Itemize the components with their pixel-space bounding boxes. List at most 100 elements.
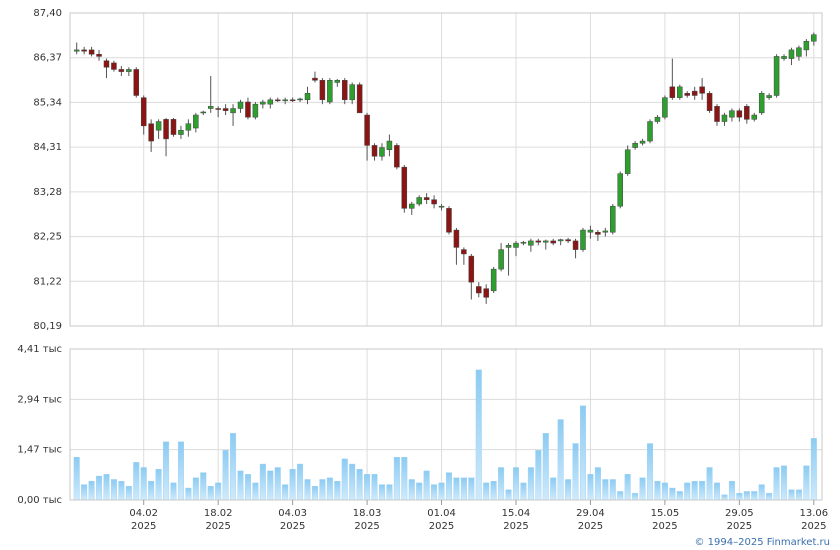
- volume-bar: [423, 470, 430, 501]
- price-frame: [69, 12, 823, 327]
- volume-bar: [483, 482, 490, 501]
- candle-body: [468, 255, 475, 283]
- volume-bar: [311, 486, 318, 501]
- volume-bar: [445, 472, 452, 501]
- x-tick-label: 04.03 2025: [278, 508, 307, 532]
- candle-body: [111, 62, 117, 70]
- candle-body: [483, 288, 489, 298]
- volume-bar: [215, 482, 222, 501]
- candle-body: [215, 108, 221, 110]
- candle-body: [282, 99, 288, 102]
- volume-bar: [751, 491, 758, 501]
- grid-layer: [70, 12, 822, 501]
- candle-body: [148, 123, 154, 142]
- candle-body: [446, 208, 452, 233]
- volume-bar: [177, 441, 184, 501]
- candle-body: [461, 249, 467, 255]
- candle-body: [319, 80, 326, 101]
- volume-bar: [371, 474, 378, 501]
- volume-bar: [88, 480, 95, 501]
- volume-bar: [319, 479, 326, 501]
- candle-body: [781, 56, 787, 59]
- candle-body: [565, 239, 571, 242]
- volume-bar: [490, 480, 497, 501]
- candle-body: [252, 103, 259, 118]
- y-tick-label: 84,31: [33, 142, 62, 153]
- volume-bar: [505, 489, 512, 501]
- volume-bar: [632, 492, 639, 501]
- candle-body: [736, 110, 743, 118]
- y-tick-label: 82,25: [33, 232, 62, 243]
- x-tick-label: 01.04 2025: [427, 508, 456, 532]
- candle-body: [684, 93, 690, 96]
- candle-body: [356, 84, 363, 114]
- volume-bar: [200, 472, 207, 501]
- candle-body: [744, 106, 750, 120]
- candle-body: [289, 99, 296, 102]
- volume-bar: [140, 467, 147, 501]
- volume-bar: [334, 480, 341, 501]
- candle-body: [550, 240, 556, 244]
- candle-body: [751, 114, 757, 120]
- candle-body: [766, 95, 772, 98]
- y-tick-label: 83,28: [33, 187, 62, 198]
- candle-body: [662, 97, 668, 118]
- volume-bar: [386, 484, 393, 501]
- volume-bar: [125, 486, 132, 501]
- volume-bar: [230, 433, 237, 501]
- volume-bar: [743, 491, 750, 501]
- candle-body: [140, 97, 147, 127]
- volume-bar: [170, 482, 177, 501]
- candle-body: [624, 149, 631, 174]
- volume-bar: [81, 484, 88, 501]
- volume-bar: [647, 443, 654, 501]
- volume-bar: [803, 465, 810, 501]
- candle-body: [133, 69, 140, 96]
- volume-bar: [535, 450, 542, 501]
- volume-bar: [118, 480, 125, 501]
- candle-body: [773, 56, 780, 96]
- volume-bar: [594, 467, 601, 501]
- volume-bar: [512, 467, 519, 501]
- volume-bar: [356, 468, 363, 501]
- volume-bar: [185, 487, 192, 501]
- candle-body: [758, 93, 765, 114]
- volume-bar: [148, 480, 155, 501]
- volume-bar: [661, 482, 668, 501]
- candle-body: [669, 86, 676, 98]
- volume-bar: [706, 467, 713, 501]
- candle-body: [647, 121, 653, 142]
- volume-bar: [572, 443, 579, 501]
- candle-body: [304, 93, 311, 101]
- volume-bar: [468, 477, 475, 501]
- candle-body: [126, 69, 132, 72]
- volume-bar: [341, 458, 348, 501]
- volume-bar: [103, 474, 110, 501]
- volume-bar: [781, 465, 788, 501]
- candle-body: [543, 240, 549, 243]
- volume-bar: [475, 369, 482, 501]
- volume-bar: [758, 484, 765, 501]
- volume-bar: [684, 482, 691, 501]
- candle-body: [699, 86, 705, 94]
- candle-body: [476, 286, 482, 294]
- volume-bar: [721, 494, 728, 501]
- volume-bar: [163, 441, 170, 501]
- candle-body: [349, 84, 355, 101]
- volume-bar: [244, 474, 251, 501]
- volume-bar: [155, 468, 162, 501]
- y-tick-label: 86,37: [33, 53, 62, 64]
- candle-body: [185, 123, 192, 131]
- volume-bar: [192, 477, 199, 501]
- volume-bar: [401, 456, 408, 501]
- volume-bar: [431, 484, 438, 501]
- candle-body: [170, 119, 177, 135]
- volume-bar: [602, 479, 609, 501]
- x-tick-label: 29.05 2025: [725, 508, 754, 532]
- candle-body: [639, 140, 646, 144]
- volume-bar: [252, 482, 259, 501]
- y-tick-label: 1,47 тыс: [17, 445, 62, 456]
- volume-bar: [639, 477, 646, 501]
- x-tick-label: 04.02 2025: [129, 508, 158, 532]
